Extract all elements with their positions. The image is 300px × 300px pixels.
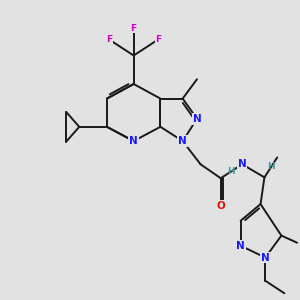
Text: N: N: [129, 136, 138, 146]
Text: F: F: [130, 24, 137, 33]
Text: F: F: [106, 35, 112, 44]
Text: H: H: [267, 162, 275, 171]
Text: N: N: [193, 114, 201, 124]
Text: N: N: [236, 241, 245, 251]
Text: N: N: [178, 136, 187, 146]
Text: O: O: [216, 201, 225, 211]
Text: H: H: [227, 167, 235, 176]
Text: N: N: [261, 253, 270, 262]
Text: N: N: [238, 159, 247, 169]
Text: F: F: [155, 35, 161, 44]
